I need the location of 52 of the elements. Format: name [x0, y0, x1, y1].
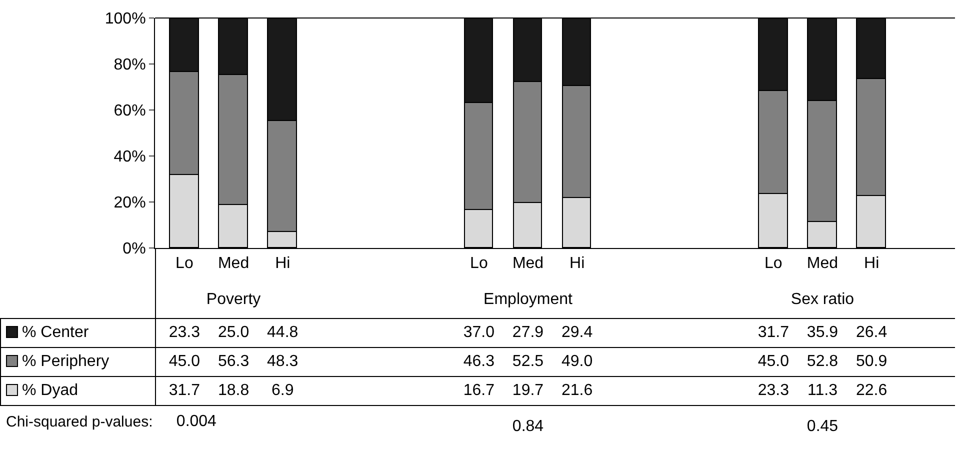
data-label: 11.3 [808, 382, 838, 400]
y-tick-label: 80% [114, 56, 146, 74]
x-tick-label: Hi [275, 255, 290, 272]
text: 0.84 [512, 418, 544, 436]
x-tick-label: Lo [176, 255, 194, 272]
data-label: 52.5 [512, 352, 544, 370]
data-label: 18.8 [218, 382, 250, 400]
x-tick-label: Lo [764, 255, 782, 272]
data-label: 56.3 [218, 352, 250, 370]
data-label: 29.4 [562, 324, 593, 342]
data-label: 46.3 [463, 352, 494, 370]
data-label: 6.9 [271, 382, 294, 400]
text: 0.004 [176, 413, 216, 431]
legend-label: % Dyad [22, 382, 78, 398]
data-label: 23.3 [758, 382, 789, 400]
x-tick-label: Med [806, 255, 838, 272]
y-tick-label: 100% [104, 10, 146, 28]
data-label: 25.0 [218, 324, 250, 342]
text: 0.45 [806, 418, 838, 436]
data-label: 37.0 [463, 324, 494, 342]
x-tick-label: Hi [570, 255, 585, 272]
x-tick-label: Lo [470, 255, 488, 272]
data-label: 50.9 [856, 352, 888, 370]
y-tick-label: 20% [114, 194, 146, 212]
data-label: 45.0 [168, 352, 200, 370]
data-label: 45.0 [758, 352, 789, 370]
text: Chi-squared p-values: [6, 414, 153, 430]
data-label: 26.4 [856, 324, 888, 342]
data-label: 31.7 [168, 382, 200, 400]
legend-label: % Periphery [22, 352, 110, 370]
data-label: 31.7 [758, 324, 789, 342]
data-label: 48.3 [267, 352, 298, 370]
x-tick-label: Med [512, 255, 544, 272]
data-label: 22.6 [856, 382, 888, 400]
data-label: 44.8 [267, 324, 298, 342]
y-tick-label: 0% [122, 240, 146, 258]
x-tick-label: Hi [864, 255, 880, 272]
text: Poverty [206, 291, 261, 309]
text: Employment [484, 291, 572, 309]
data-label: 27.9 [512, 324, 544, 342]
data-label: 35.9 [806, 324, 838, 342]
data-label: 19.7 [512, 382, 544, 400]
y-tick-label: 40% [114, 148, 146, 166]
data-label: 49.0 [562, 352, 593, 370]
data-label: 16.7 [463, 382, 494, 400]
text: Sex ratio [790, 291, 854, 309]
x-tick-label: Med [218, 255, 250, 272]
legend-label: % Center [22, 324, 89, 340]
data-label: 52.8 [806, 352, 838, 370]
data-label: 21.6 [562, 382, 593, 400]
data-label: 23.3 [168, 324, 200, 342]
y-tick-label: 60% [114, 102, 146, 120]
